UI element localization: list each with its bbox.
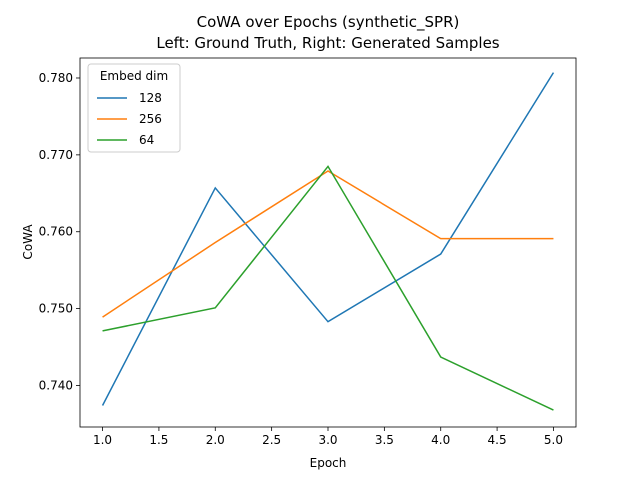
- chart-title: CoWA over Epochs (synthetic_SPR): [197, 13, 460, 32]
- x-axis: 1.0 1.5 2.0 2.5 3.0 3.5 4.0 4.5 5.0: [93, 427, 563, 447]
- x-tick-label: 2.0: [206, 433, 225, 447]
- x-tick-label: 3.0: [318, 433, 337, 447]
- y-axis-label: CoWA: [21, 224, 35, 260]
- y-tick-label: 0.780: [39, 71, 73, 85]
- y-tick-label: 0.760: [39, 225, 73, 239]
- x-tick-label: 5.0: [544, 433, 563, 447]
- y-axis: 0.740 0.750 0.760 0.770 0.780: [39, 71, 80, 392]
- legend: Embed dim 128 256 64: [87, 63, 181, 153]
- x-tick-label: 2.5: [262, 433, 281, 447]
- x-tick-label: 1.0: [93, 433, 112, 447]
- legend-label-128: 128: [139, 91, 162, 105]
- x-tick-label: 4.0: [431, 433, 450, 447]
- legend-label-256: 256: [139, 112, 162, 126]
- series-line-64: [102, 165, 554, 411]
- y-tick-label: 0.740: [39, 378, 73, 392]
- legend-title: Embed dim: [100, 69, 168, 83]
- x-tick-label: 1.5: [149, 433, 168, 447]
- y-tick-label: 0.750: [39, 302, 73, 316]
- y-tick-label: 0.770: [39, 148, 73, 162]
- chart-subtitle: Left: Ground Truth, Right: Generated Sam…: [156, 34, 499, 52]
- legend-frame: [87, 63, 181, 153]
- series-line-256: [102, 170, 554, 318]
- x-tick-label: 4.5: [488, 433, 507, 447]
- x-tick-label: 3.5: [375, 433, 394, 447]
- series-line-128: [101, 72, 555, 406]
- x-axis-label: Epoch: [310, 456, 347, 470]
- legend-label-64: 64: [139, 133, 154, 147]
